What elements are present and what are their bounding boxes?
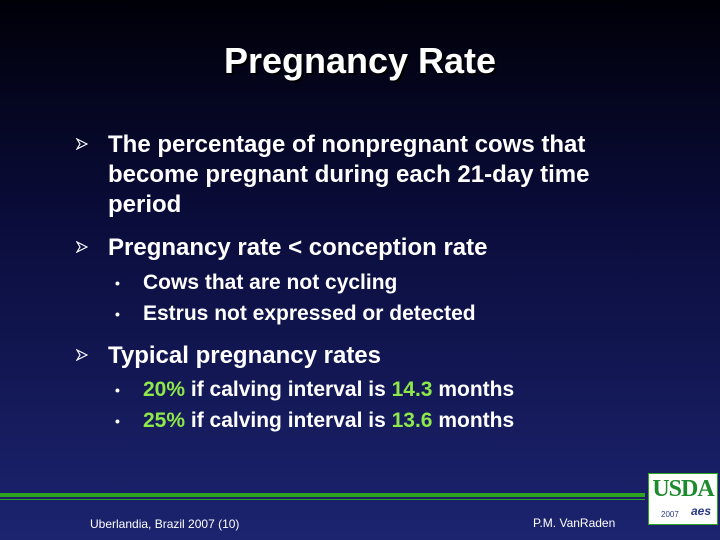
interval-unit: months [432, 409, 515, 432]
bullet-text: The percentage of nonpregnant cows that … [108, 131, 590, 218]
footer-author: P.M. VanRaden [533, 516, 616, 530]
sub-bullet-text: 25% if calving interval is 13.6 months [143, 406, 514, 436]
arrow-bullet-icon [76, 349, 88, 361]
interval-value: 13.6 [391, 409, 433, 432]
bullet-text: Typical pregnancy rates [108, 342, 381, 369]
dot-bullet-icon: • [115, 306, 120, 322]
interval-unit: months [432, 378, 515, 401]
arrow-bullet-icon [76, 241, 88, 253]
bullet-rate-vs-conception: Pregnancy rate < conception rate [76, 233, 628, 263]
dot-bullet-icon: • [115, 413, 120, 429]
footer-location: Uberlandia, Brazil 2007 (10) [90, 517, 240, 531]
footer-rule-thin [0, 499, 645, 500]
sub-bullet: • Estrus not expressed or detected [115, 299, 476, 329]
rate-value: 25% [143, 409, 186, 432]
arrow-bullet-icon [76, 138, 88, 150]
logo-year: 2007 [661, 510, 679, 519]
sub-bullet: • 25% if calving interval is 13.6 months [115, 406, 514, 436]
bullet-typical-rates: Typical pregnancy rates [76, 341, 628, 371]
logo-text: USDA [652, 476, 714, 502]
bullet-definition: The percentage of nonpregnant cows that … [76, 130, 628, 220]
usda-logo: USDA 2007 aes [648, 473, 718, 525]
rate-connector: if calving interval is [185, 409, 392, 432]
interval-value: 14.3 [391, 378, 433, 401]
footer-rule [0, 493, 645, 497]
rate-value: 20% [143, 378, 186, 401]
sub-bullet-text: 20% if calving interval is 14.3 months [143, 375, 514, 405]
dot-bullet-icon: • [115, 275, 120, 291]
dot-bullet-icon: • [115, 382, 120, 398]
sub-bullet-text: Cows that are not cycling [143, 271, 398, 294]
slide-title: Pregnancy Rate [223, 40, 497, 81]
sub-bullet-text: Estrus not expressed or detected [143, 302, 476, 325]
rate-connector: if calving interval is [185, 378, 392, 401]
sub-bullet: • Cows that are not cycling [115, 268, 397, 298]
aipl-logo: aes [691, 504, 712, 518]
sub-bullet: • 20% if calving interval is 14.3 months [115, 375, 514, 405]
bullet-text: Pregnancy rate < conception rate [108, 234, 488, 261]
